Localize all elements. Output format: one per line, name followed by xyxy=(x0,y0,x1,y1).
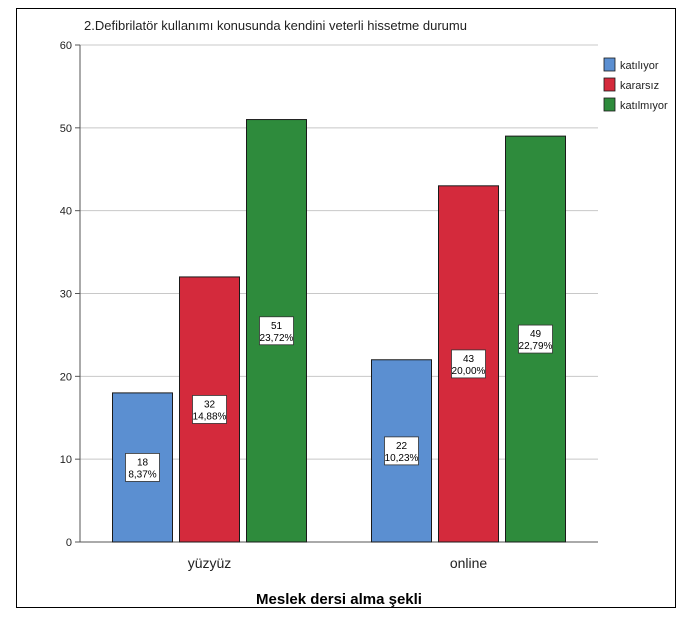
legend: katılıyor kararsız katılmıyor xyxy=(603,57,668,112)
legend-swatch xyxy=(603,57,616,72)
y-tick-label: 30 xyxy=(60,289,72,301)
legend-swatch xyxy=(603,77,616,92)
y-tick-label: 0 xyxy=(66,537,72,549)
data-label-percent: 8,37% xyxy=(128,469,156,480)
data-label-box xyxy=(259,316,294,346)
category-labels: yüzyüz online xyxy=(188,555,488,571)
y-tick-label: 60 xyxy=(60,40,72,52)
category-label: yüzyüz xyxy=(188,555,232,571)
data-label-value: 18 xyxy=(137,457,149,468)
bars xyxy=(112,119,566,543)
legend-label: katılmıyor xyxy=(620,100,668,112)
data-label-percent: 23,72% xyxy=(260,333,294,344)
data-label-box xyxy=(192,395,227,424)
legend-label: katılıyor xyxy=(620,60,659,72)
data-label-value: 43 xyxy=(463,354,475,365)
data-label-value: 32 xyxy=(204,399,216,410)
data-label-percent: 22,79% xyxy=(519,341,553,352)
y-tick-label: 50 xyxy=(60,123,72,135)
category-label: online xyxy=(450,555,488,571)
data-label-box xyxy=(125,453,160,482)
data-label-percent: 10,23% xyxy=(385,453,419,464)
x-axis-label: Meslek dersi alma şekli xyxy=(256,591,422,608)
chart-title: 2.Defibrilatör kullanımı konusunda kendi… xyxy=(84,18,467,33)
legend-swatch xyxy=(603,97,616,112)
y-tick-label: 40 xyxy=(60,206,72,218)
legend-label: kararsız xyxy=(620,80,659,92)
data-label-box xyxy=(384,436,419,466)
data-label-percent: 14,88% xyxy=(193,411,227,422)
data-label-percent: 20,00% xyxy=(452,366,486,377)
y-tick-label: 20 xyxy=(60,371,72,383)
data-label-value: 51 xyxy=(271,321,283,332)
data-label-value: 49 xyxy=(530,329,542,340)
data-label-box xyxy=(451,349,486,379)
data-label-value: 22 xyxy=(396,441,408,452)
y-axis-ticks: 0 10 20 30 40 50 60 xyxy=(60,40,80,549)
y-tick-label: 10 xyxy=(60,454,72,466)
data-label-box xyxy=(518,324,553,354)
